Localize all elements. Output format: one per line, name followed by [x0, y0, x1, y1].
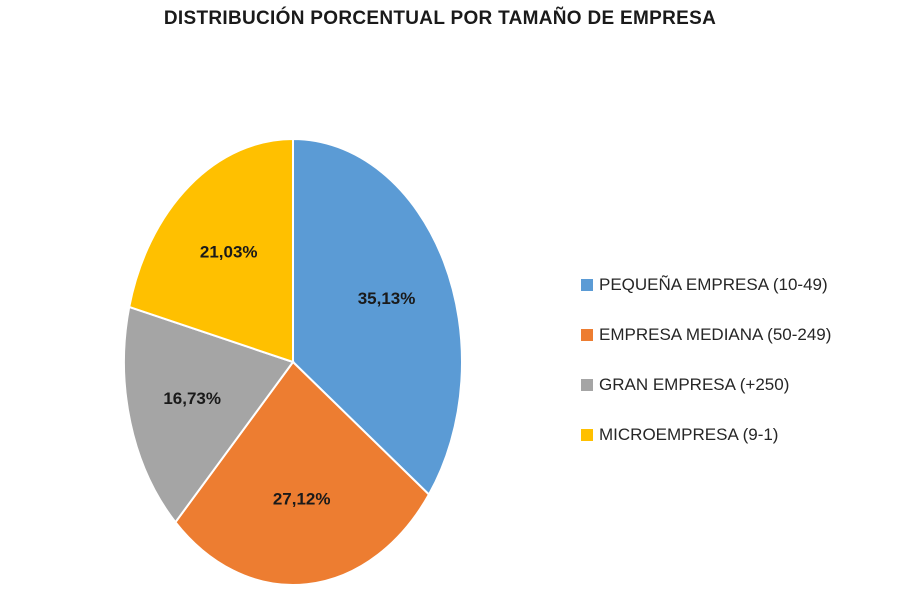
legend-label: MICROEMPRESA (9-1): [599, 424, 779, 444]
chart-title: DISTRIBUCIÓN PORCENTUAL POR TAMAÑO DE EM…: [163, 8, 717, 29]
legend-item-empresa-mediana-50-249: EMPRESA MEDIANA (50-249): [581, 322, 831, 347]
data-label-microempresa-9-1: 21,03%: [200, 242, 258, 261]
data-label-empresa-mediana-50-249: 27,12%: [273, 489, 331, 508]
legend-swatch: [581, 328, 593, 341]
legend-item-microempresa-9-1: MICROEMPRESA (9-1): [581, 422, 831, 447]
legend-item-pequena-empresa-10-49: PEQUEÑA EMPRESA (10-49): [581, 272, 831, 297]
legend-label: EMPRESA MEDIANA (50-249): [599, 324, 832, 344]
pie-slice-empresa-mediana-50-249: [174, 360, 431, 586]
pie-slice-pequena-empresa-10-49: [292, 137, 463, 497]
pie-slice-gran-empresa-250: [123, 305, 295, 524]
pie-slice-microempresa-9-1: [128, 137, 294, 364]
data-label-pequena-empresa-10-49: 35,13%: [358, 289, 416, 308]
legend-item-gran-empresa-250: GRAN EMPRESA (+250): [581, 372, 831, 397]
legend-label: GRAN EMPRESA (+250): [599, 374, 790, 394]
legend-swatch: [581, 378, 593, 391]
legend: PEQUEÑA EMPRESA (10-49) EMPRESA MEDIANA (…: [581, 272, 831, 472]
data-label-gran-empresa-250: 16,73%: [163, 389, 221, 408]
legend-label: PEQUEÑA EMPRESA (10-49): [599, 274, 828, 294]
legend-swatch: [581, 278, 593, 291]
legend-swatch: [581, 428, 593, 441]
